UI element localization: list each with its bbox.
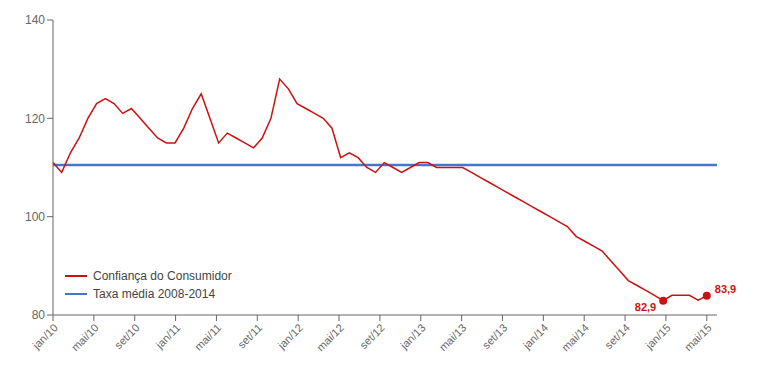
svg-text:140: 140	[25, 13, 45, 27]
svg-text:mai/15: mai/15	[682, 321, 714, 353]
svg-text:mai/12: mai/12	[314, 321, 346, 353]
svg-text:jan/14: jan/14	[520, 321, 550, 351]
svg-text:mai/11: mai/11	[192, 321, 223, 352]
svg-text:mai/14: mai/14	[559, 321, 591, 353]
svg-text:120: 120	[25, 112, 45, 126]
svg-text:set/12: set/12	[357, 321, 387, 351]
svg-text:jan/13: jan/13	[397, 321, 427, 351]
svg-text:set/10: set/10	[112, 321, 142, 351]
svg-text:80: 80	[32, 308, 46, 322]
svg-text:jan/12: jan/12	[275, 321, 305, 351]
svg-text:mai/10: mai/10	[69, 321, 101, 353]
svg-text:set/14: set/14	[602, 321, 632, 351]
html-text:Taxa média 2008-2014: Taxa média 2008-2014	[93, 287, 216, 301]
html-text:Confiança do Consumidor: Confiança do Consumidor	[93, 269, 232, 283]
svg-text:jan/11: jan/11	[153, 321, 183, 351]
svg-text:jan/15: jan/15	[642, 321, 672, 351]
svg-text:set/13: set/13	[480, 321, 510, 351]
svg-text:mai/13: mai/13	[437, 321, 469, 353]
svg-text:83,9: 83,9	[715, 283, 736, 295]
svg-text:set/11: set/11	[235, 321, 264, 350]
svg-text:82,9: 82,9	[635, 301, 656, 313]
svg-text:jan/10: jan/10	[30, 321, 60, 351]
svg-text:100: 100	[25, 210, 45, 224]
